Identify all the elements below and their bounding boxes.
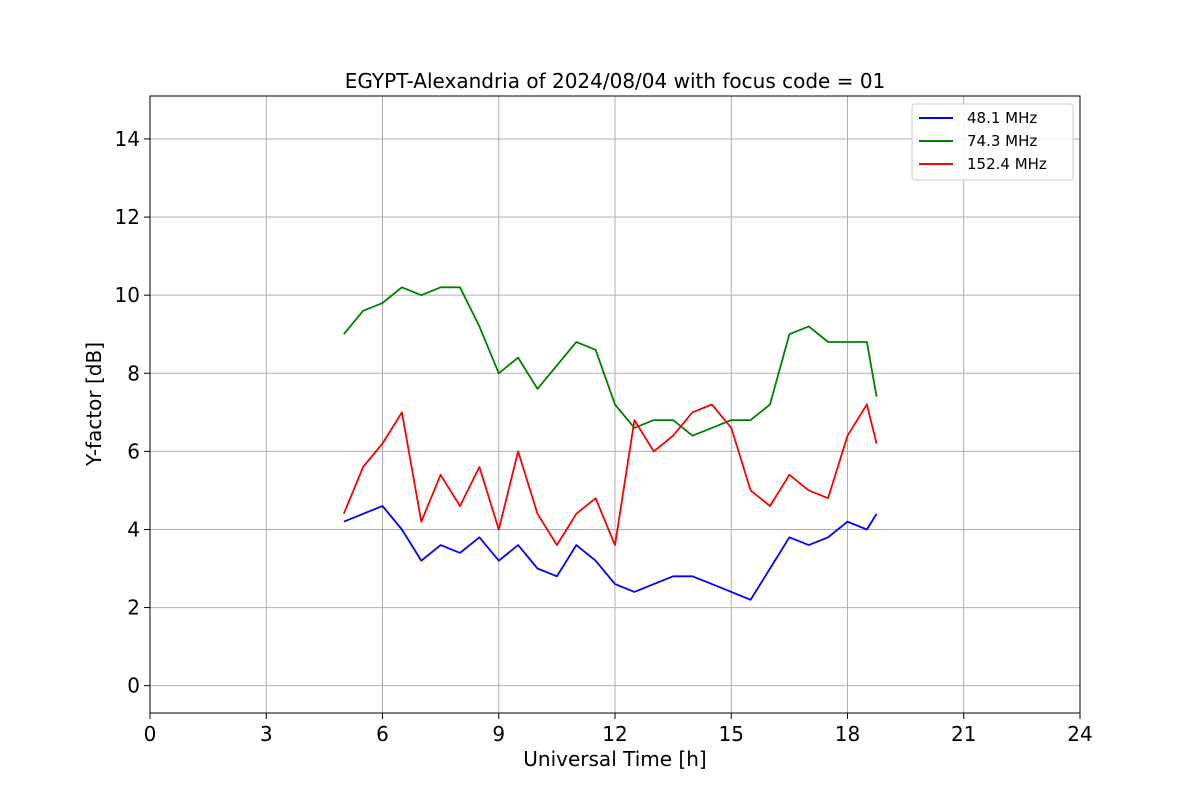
legend-items: 48.1 MHz 74.3 MHz 152.4 MHz — [919, 109, 1047, 173]
x-axis-label: Universal Time [h] — [523, 747, 706, 771]
x-tick-label: 15 — [719, 722, 744, 746]
legend-label-1: 74.3 MHz — [967, 132, 1037, 150]
x-tick-label: 18 — [835, 722, 860, 746]
x-tick-label: 0 — [144, 722, 157, 746]
y-tick-label: 10 — [115, 283, 140, 307]
y-axis-label: Y-factor [dB] — [82, 342, 106, 467]
x-tick-label: 3 — [260, 722, 273, 746]
y-axis-ticks: 0 2 4 6 8 10 12 14 — [115, 127, 150, 698]
x-tick-label: 24 — [1067, 722, 1092, 746]
y-tick-label: 0 — [127, 674, 140, 698]
y-tick-label: 2 — [127, 596, 140, 620]
y-tick-label: 14 — [115, 127, 140, 151]
legend-label-2: 152.4 MHz — [967, 155, 1047, 173]
y-tick-label: 12 — [115, 205, 140, 229]
x-tick-label: 12 — [602, 722, 627, 746]
legend: 48.1 MHz 74.3 MHz 152.4 MHz — [911, 103, 1074, 181]
legend-label-0: 48.1 MHz — [967, 109, 1037, 127]
y-tick-label: 6 — [127, 439, 140, 463]
x-tick-label: 9 — [492, 722, 505, 746]
series-line-2 — [342, 403, 878, 546]
legend-box — [911, 103, 1074, 181]
y-tick-label: 4 — [127, 517, 140, 541]
x-tick-label: 21 — [951, 722, 976, 746]
series-line-0 — [343, 505, 878, 601]
chart-title: EGYPT-Alexandria of 2024/08/04 with focu… — [345, 69, 886, 93]
series-line-1 — [343, 286, 878, 437]
x-axis-ticks: 0 3 6 9 12 15 18 21 24 — [144, 713, 1093, 746]
x-tick-label: 6 — [376, 722, 389, 746]
plot-series — [342, 286, 878, 601]
y-tick-label: 8 — [127, 361, 140, 385]
